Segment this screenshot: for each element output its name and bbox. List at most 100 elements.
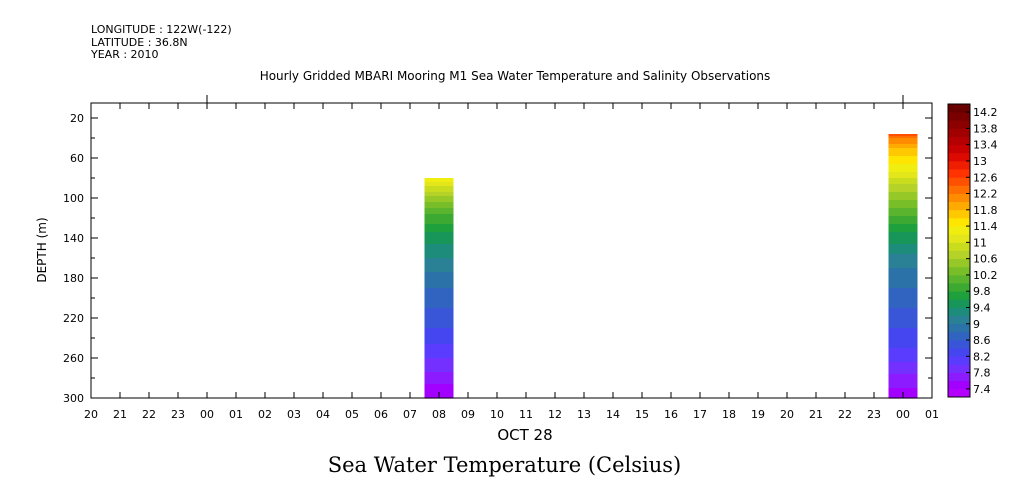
x-tick-label: 21 xyxy=(113,408,127,421)
colorbar-swatch xyxy=(948,193,970,203)
data-cell xyxy=(424,366,454,369)
latitude-label: LATITUDE : 36.8N xyxy=(91,35,188,49)
data-cell xyxy=(424,300,454,303)
x-tick-label: 15 xyxy=(635,408,649,421)
colorbar-swatch xyxy=(948,242,970,251)
data-cell xyxy=(888,366,918,369)
data-cell xyxy=(888,340,918,343)
data-cell xyxy=(888,296,918,299)
colorbar-swatch xyxy=(948,152,970,162)
data-cell xyxy=(888,146,918,149)
data-cell xyxy=(424,378,454,381)
colorbar-swatch xyxy=(948,331,970,341)
data-cell xyxy=(424,202,454,205)
data-cell xyxy=(888,338,918,341)
data-cell xyxy=(888,224,918,227)
colorbar-swatch xyxy=(948,160,970,170)
data-cell xyxy=(888,364,918,367)
metadata-block: LONGITUDE : 122W(-122) LATITUDE : 36.8N … xyxy=(91,23,232,62)
colorbar-swatch xyxy=(948,169,970,178)
data-cell xyxy=(424,312,454,315)
data-cell xyxy=(424,346,454,349)
data-cell xyxy=(888,310,918,313)
data-cell xyxy=(888,252,918,255)
x-tick-label: 22 xyxy=(838,408,852,421)
data-cell xyxy=(888,180,918,183)
data-cell xyxy=(888,308,918,311)
data-cell xyxy=(888,234,918,237)
data-cell xyxy=(424,204,454,207)
data-cell xyxy=(424,262,454,265)
data-cell xyxy=(424,348,454,351)
data-cell xyxy=(424,324,454,327)
x-tick-label: 06 xyxy=(374,408,388,421)
data-cell xyxy=(424,178,454,181)
data-cell xyxy=(424,206,454,209)
data-cell xyxy=(424,232,454,235)
data-cell xyxy=(424,280,454,283)
data-cell xyxy=(424,388,454,391)
data-cell xyxy=(888,372,918,375)
colorbar-swatch xyxy=(948,388,970,398)
y-tick-label: 260 xyxy=(63,352,84,365)
data-cell xyxy=(888,346,918,349)
data-cell xyxy=(424,332,454,335)
data-cell xyxy=(888,316,918,319)
data-cell xyxy=(888,300,918,303)
data-cell xyxy=(424,180,454,183)
data-cell xyxy=(424,386,454,389)
colorbar-frame xyxy=(947,103,971,398)
data-cell xyxy=(424,276,454,279)
data-cell xyxy=(888,378,918,381)
data-cell xyxy=(424,224,454,227)
data-cell xyxy=(424,334,454,337)
x-tick-label: 11 xyxy=(519,408,533,421)
data-cell xyxy=(888,320,918,323)
data-cell xyxy=(424,212,454,215)
data-cell xyxy=(888,288,918,291)
data-cell xyxy=(424,390,454,393)
data-cell xyxy=(424,290,454,293)
data-cell xyxy=(424,238,454,241)
data-cell xyxy=(888,264,918,267)
data-cell xyxy=(888,312,918,315)
plot-frame xyxy=(90,102,933,399)
data-cell xyxy=(424,230,454,233)
data-cell xyxy=(888,326,918,329)
data-cell xyxy=(424,272,454,275)
data-cell xyxy=(888,258,918,261)
data-cell xyxy=(424,264,454,267)
data-cell xyxy=(424,362,454,365)
colorbar-swatch xyxy=(948,291,970,300)
colorbar-swatch xyxy=(948,217,970,227)
data-cell xyxy=(888,324,918,327)
data-cell xyxy=(424,296,454,299)
data-cell xyxy=(424,380,454,383)
data-cell xyxy=(424,342,454,345)
data-cell xyxy=(888,348,918,351)
data-cell xyxy=(424,258,454,261)
data-cell xyxy=(888,218,918,221)
chart-title: Hourly Gridded MBARI Mooring M1 Sea Wate… xyxy=(259,69,771,83)
colorbar-label: 8.2 xyxy=(973,350,991,363)
y-axis-label: DEPTH (m) xyxy=(35,217,49,282)
data-cell xyxy=(424,188,454,191)
data-cell xyxy=(424,330,454,333)
data-cell xyxy=(888,274,918,277)
colorbar-swatch xyxy=(948,283,970,292)
data-cell xyxy=(424,318,454,321)
colorbar-swatch xyxy=(948,136,970,146)
x-tick-label: 10 xyxy=(490,408,504,421)
data-cell xyxy=(888,232,918,235)
data-cell xyxy=(424,294,454,297)
x-tick-label: 07 xyxy=(403,408,417,421)
bottom-title: Sea Water Temperature (Celsius) xyxy=(327,453,682,477)
data-cell xyxy=(888,362,918,365)
data-cell xyxy=(424,192,454,195)
data-cell xyxy=(424,200,454,203)
data-cell xyxy=(888,376,918,379)
x-tick-label: 01 xyxy=(229,408,243,421)
x-tick-label: 12 xyxy=(548,408,562,421)
colorbar-swatch xyxy=(948,364,970,373)
data-cell xyxy=(888,134,918,137)
